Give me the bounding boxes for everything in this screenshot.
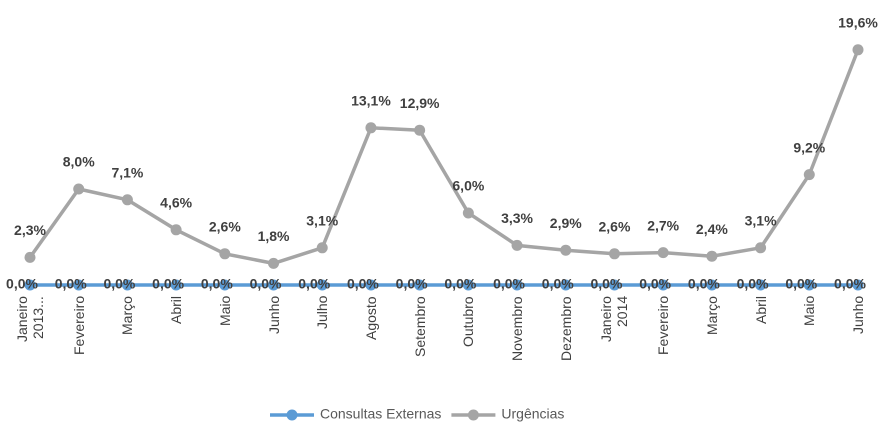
point (706, 279, 718, 291)
x-tick-label: Novembro (509, 296, 526, 361)
data-label: 0,0% (298, 276, 330, 292)
point (462, 207, 474, 219)
data-label: 0,0% (201, 276, 233, 292)
x-tick-label: Junho (850, 296, 866, 335)
x-tick-label: Maio (801, 296, 818, 327)
data-label: 13,1% (351, 93, 391, 109)
point (316, 242, 328, 254)
x-tick-label: Julho (314, 296, 331, 330)
point (803, 279, 815, 291)
point (657, 279, 669, 291)
point (316, 279, 328, 291)
data-label: 2,9% (550, 215, 582, 231)
data-label: 8,0% (63, 154, 95, 170)
point (24, 279, 36, 291)
point (706, 250, 718, 262)
point (462, 279, 474, 291)
point (121, 194, 133, 206)
data-label: 0,0% (55, 276, 87, 292)
data-label: 2,6% (599, 219, 631, 235)
x-tick-label: Abril (168, 296, 185, 325)
data-label: 3,1% (745, 213, 777, 229)
point (755, 279, 767, 291)
point (803, 169, 815, 181)
legend-item: Urgências (451, 406, 564, 422)
point (170, 224, 182, 236)
x-tick-label: Dezembro (557, 296, 574, 361)
data-label: 1,8% (258, 228, 290, 244)
data-label: 0,0% (250, 276, 282, 292)
point (219, 279, 231, 291)
legend-item: Consultas Externas (270, 406, 441, 422)
data-label: 9,2% (793, 139, 825, 155)
point (608, 248, 620, 260)
data-label: 4,6% (160, 195, 192, 211)
series-line (28, 49, 860, 266)
legend-marker (467, 409, 479, 421)
x-tick-label: Fevereiro (70, 296, 87, 356)
data-label: 2,4% (696, 221, 728, 237)
data-label: 0,0% (785, 276, 817, 292)
data-label: 2,3% (14, 222, 46, 238)
data-label: 0,0% (834, 276, 866, 292)
point (657, 247, 669, 259)
point (608, 279, 620, 291)
point (365, 122, 377, 134)
data-label: 0,0% (396, 276, 428, 292)
point (414, 279, 426, 291)
data-label: 6,0% (452, 178, 484, 194)
x-tick-label: Janeiro 2013... (14, 296, 46, 342)
data-label: 3,1% (306, 213, 338, 229)
x-tick-label: Junho (265, 296, 282, 335)
point (852, 44, 864, 56)
point (414, 124, 426, 136)
data-label: 0,0% (152, 276, 184, 292)
data-label: 0,0% (103, 276, 135, 292)
point (219, 248, 231, 260)
point (560, 279, 572, 291)
data-label: 2,6% (209, 219, 241, 235)
x-tick-label: Maio (216, 296, 233, 327)
point (755, 242, 767, 254)
legend-label: Urgências (501, 406, 564, 422)
x-tick-label: Março (119, 296, 136, 335)
point (73, 279, 85, 291)
data-label: 0,0% (347, 276, 379, 292)
point (268, 257, 280, 269)
point (121, 279, 133, 291)
point (852, 279, 864, 291)
x-tick-label: Março (703, 296, 720, 335)
x-tick-label: Fevereiro (655, 296, 672, 356)
data-label: 0,0% (493, 276, 525, 292)
data-label: 2,7% (647, 217, 679, 233)
point (511, 239, 523, 251)
legend-label: Consultas Externas (320, 406, 441, 422)
data-label: 0,0% (444, 276, 476, 292)
x-tick-label: Outubro (460, 296, 477, 347)
data-label: 0,0% (542, 276, 574, 292)
legend-marker (286, 409, 298, 421)
data-label: 7,1% (111, 165, 143, 181)
point (511, 279, 523, 291)
point (24, 251, 36, 263)
data-label: 0,0% (737, 276, 769, 292)
data-label: 0,0% (6, 276, 38, 292)
data-label: 0,0% (688, 276, 720, 292)
x-tick-label: Janeiro 2014 (598, 296, 631, 342)
data-label: 0,0% (591, 276, 623, 292)
x-tick-label: Agosto (362, 296, 379, 340)
x-tick-label: Setembro (411, 296, 428, 357)
point (365, 279, 377, 291)
data-label: 0,0% (639, 276, 671, 292)
point (73, 183, 85, 195)
point (170, 279, 182, 291)
point (560, 244, 572, 256)
data-label: 19,6% (838, 15, 878, 31)
data-label: 12,9% (400, 95, 440, 111)
point (268, 279, 280, 291)
x-tick-label: Abril (752, 296, 769, 325)
data-label: 3,3% (501, 210, 533, 226)
